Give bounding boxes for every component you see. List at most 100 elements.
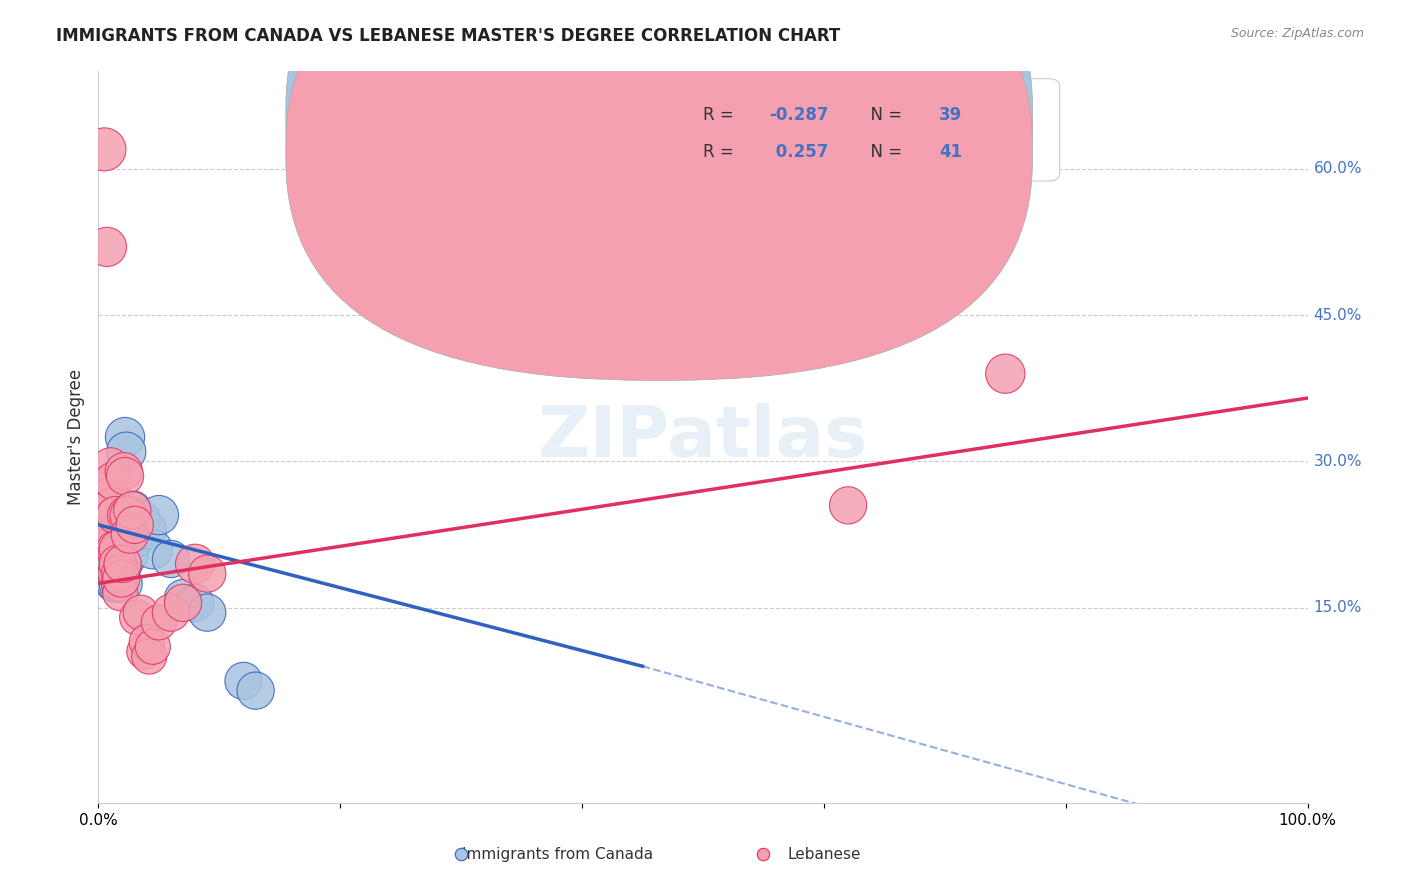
Point <box>104 557 127 571</box>
Point <box>184 596 207 610</box>
Point <box>107 542 129 557</box>
FancyBboxPatch shape <box>285 0 1032 380</box>
Point <box>111 576 134 591</box>
Point <box>107 576 129 591</box>
Point <box>97 513 120 527</box>
Point <box>184 557 207 571</box>
Text: 45.0%: 45.0% <box>1313 308 1362 323</box>
Point <box>100 489 122 503</box>
Point <box>108 586 131 600</box>
Point <box>752 815 775 830</box>
Text: 0.257: 0.257 <box>769 143 828 161</box>
Y-axis label: Master's Degree: Master's Degree <box>66 369 84 505</box>
Point <box>118 523 141 537</box>
Point <box>100 523 122 537</box>
Point <box>108 576 131 591</box>
Point <box>105 566 128 581</box>
Point <box>111 557 134 571</box>
Point <box>115 444 138 458</box>
Point <box>114 430 136 444</box>
Point <box>124 517 146 532</box>
Point <box>108 533 131 547</box>
Point <box>104 542 127 557</box>
Text: N =: N = <box>860 106 907 124</box>
Text: Source: ZipAtlas.com: Source: ZipAtlas.com <box>1230 27 1364 40</box>
Point <box>142 542 165 557</box>
Point <box>112 464 135 478</box>
Text: 30.0%: 30.0% <box>1313 454 1362 469</box>
Point <box>994 367 1017 381</box>
Point <box>121 503 143 517</box>
Point <box>135 635 157 649</box>
Text: IMMIGRANTS FROM CANADA VS LEBANESE MASTER'S DEGREE CORRELATION CHART: IMMIGRANTS FROM CANADA VS LEBANESE MASTE… <box>56 27 841 45</box>
Point <box>134 645 156 659</box>
Point <box>105 547 128 561</box>
Point <box>195 606 218 620</box>
Point <box>101 474 124 488</box>
Point <box>98 542 121 557</box>
Point <box>114 469 136 483</box>
Point <box>112 557 135 571</box>
Point <box>118 547 141 561</box>
Point <box>160 552 183 566</box>
Point <box>195 566 218 581</box>
Point <box>172 596 194 610</box>
Point <box>110 572 132 586</box>
Point <box>148 615 170 630</box>
Point <box>101 566 124 581</box>
Point <box>101 542 124 557</box>
Point <box>118 508 141 522</box>
Point <box>232 673 254 688</box>
Point <box>172 591 194 605</box>
Point <box>98 479 121 493</box>
Point <box>100 459 122 474</box>
Point <box>127 610 149 624</box>
Point <box>115 508 138 522</box>
Point <box>107 547 129 561</box>
Point <box>129 606 152 620</box>
Point <box>93 142 115 156</box>
Point <box>96 527 118 541</box>
Point <box>129 513 152 527</box>
Point <box>101 537 124 551</box>
Point <box>450 815 472 830</box>
Text: 15.0%: 15.0% <box>1313 600 1362 615</box>
Point <box>135 523 157 537</box>
Text: N =: N = <box>860 143 907 161</box>
Text: -0.287: -0.287 <box>769 106 830 124</box>
Point <box>138 649 160 664</box>
Point <box>837 499 859 513</box>
Point <box>97 513 120 527</box>
Point <box>96 240 118 254</box>
Point <box>245 683 267 698</box>
Point <box>108 566 131 581</box>
Point <box>160 606 183 620</box>
Point <box>105 566 128 581</box>
FancyBboxPatch shape <box>285 0 1032 343</box>
Point <box>111 552 134 566</box>
Point <box>103 552 125 566</box>
Point <box>107 557 129 571</box>
Point <box>105 537 128 551</box>
Point <box>100 557 122 571</box>
Text: ZIPatlas: ZIPatlas <box>538 402 868 472</box>
Text: R =: R = <box>703 106 740 124</box>
Point <box>121 503 143 517</box>
FancyBboxPatch shape <box>613 78 1060 181</box>
Point <box>148 508 170 522</box>
Text: Lebanese: Lebanese <box>787 847 860 862</box>
Point <box>104 508 127 522</box>
Text: Immigrants from Canada: Immigrants from Canada <box>463 847 654 862</box>
Point <box>108 562 131 576</box>
Point <box>100 499 122 513</box>
Text: 41: 41 <box>939 143 962 161</box>
Text: R =: R = <box>703 143 740 161</box>
Point <box>108 557 131 571</box>
Point <box>103 527 125 541</box>
Point <box>93 508 115 522</box>
Point <box>124 533 146 547</box>
Point <box>118 527 141 541</box>
Point <box>100 533 122 547</box>
Text: 60.0%: 60.0% <box>1313 161 1362 177</box>
Text: 39: 39 <box>939 106 962 124</box>
